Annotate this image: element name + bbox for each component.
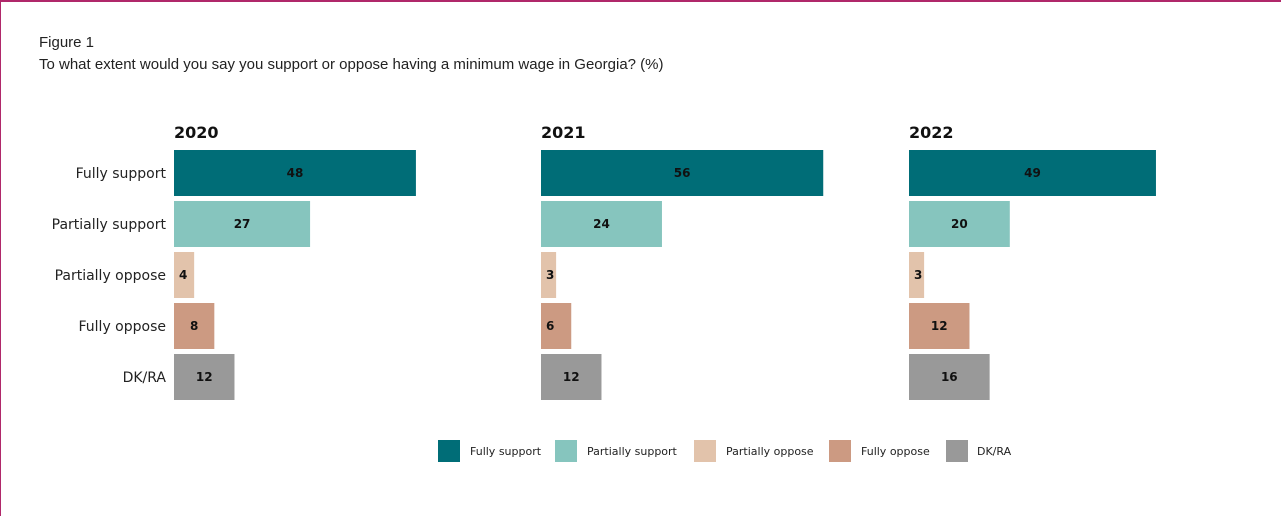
value-label-2020-partially-support: 27 bbox=[234, 217, 251, 231]
category-label-partially-support: Partially support bbox=[52, 217, 167, 233]
legend-swatch-dk-ra bbox=[946, 440, 968, 462]
bar-2022-fully-oppose bbox=[909, 303, 970, 349]
bar-2021-partially-oppose bbox=[541, 252, 557, 298]
bar-2021-fully-support bbox=[541, 150, 824, 196]
figure-label: Figure 1 bbox=[39, 34, 95, 51]
bar-2022-partially-support bbox=[909, 201, 1010, 247]
value-label-2020-partially-oppose: 4 bbox=[179, 268, 187, 282]
legend-label-fully-oppose: Fully oppose bbox=[861, 445, 930, 458]
value-label-2022-fully-oppose: 12 bbox=[931, 319, 948, 333]
panel-title-2022: 2022 bbox=[909, 123, 954, 142]
value-label-2020-fully-support: 48 bbox=[287, 166, 304, 180]
value-label-2021-partially-support: 24 bbox=[593, 217, 610, 231]
value-label-2021-partially-oppose: 3 bbox=[546, 268, 554, 282]
figure-question: To what extent would you say you support… bbox=[39, 56, 664, 73]
category-label-partially-oppose: Partially oppose bbox=[55, 268, 166, 284]
legend-label-partially-oppose: Partially oppose bbox=[726, 445, 814, 458]
value-label-2022-partially-oppose: 3 bbox=[914, 268, 922, 282]
bar-2021-dk-ra bbox=[541, 354, 602, 400]
value-label-2021-fully-oppose: 6 bbox=[546, 319, 554, 333]
legend-swatch-partially-support bbox=[555, 440, 577, 462]
category-label-fully-support: Fully support bbox=[76, 166, 167, 182]
bar-2020-partially-oppose bbox=[174, 252, 195, 298]
legend-swatch-partially-oppose bbox=[694, 440, 716, 462]
bar-2020-dk-ra bbox=[174, 354, 235, 400]
value-label-2020-fully-oppose: 8 bbox=[190, 319, 198, 333]
value-label-2020-dk-ra: 12 bbox=[196, 370, 213, 384]
bar-2022-fully-support bbox=[909, 150, 1156, 196]
bar-2021-partially-support bbox=[541, 201, 662, 247]
legend-label-fully-support: Fully support bbox=[470, 445, 542, 458]
bar-2022-partially-oppose bbox=[909, 252, 925, 298]
panel-title-2020: 2020 bbox=[174, 123, 219, 142]
bar-2021-fully-oppose bbox=[541, 303, 572, 349]
category-label-fully-oppose: Fully oppose bbox=[79, 319, 167, 335]
value-label-2022-fully-support: 49 bbox=[1024, 166, 1041, 180]
bar-2022-dk-ra bbox=[909, 354, 990, 400]
category-label-dk-ra: DK/RA bbox=[123, 370, 167, 386]
legend-label-partially-support: Partially support bbox=[587, 445, 678, 458]
value-label-2021-fully-support: 56 bbox=[674, 166, 691, 180]
bar-2020-partially-support bbox=[174, 201, 311, 247]
value-label-2021-dk-ra: 12 bbox=[563, 370, 580, 384]
bar-2020-fully-oppose bbox=[174, 303, 215, 349]
legend-swatch-fully-oppose bbox=[829, 440, 851, 462]
bar-2020-fully-support bbox=[174, 150, 416, 196]
value-label-2022-dk-ra: 16 bbox=[941, 370, 958, 384]
legend-label-dk-ra: DK/RA bbox=[977, 445, 1012, 458]
panel-title-2021: 2021 bbox=[541, 123, 586, 142]
value-label-2022-partially-support: 20 bbox=[951, 217, 968, 231]
legend-swatch-fully-support bbox=[438, 440, 460, 462]
